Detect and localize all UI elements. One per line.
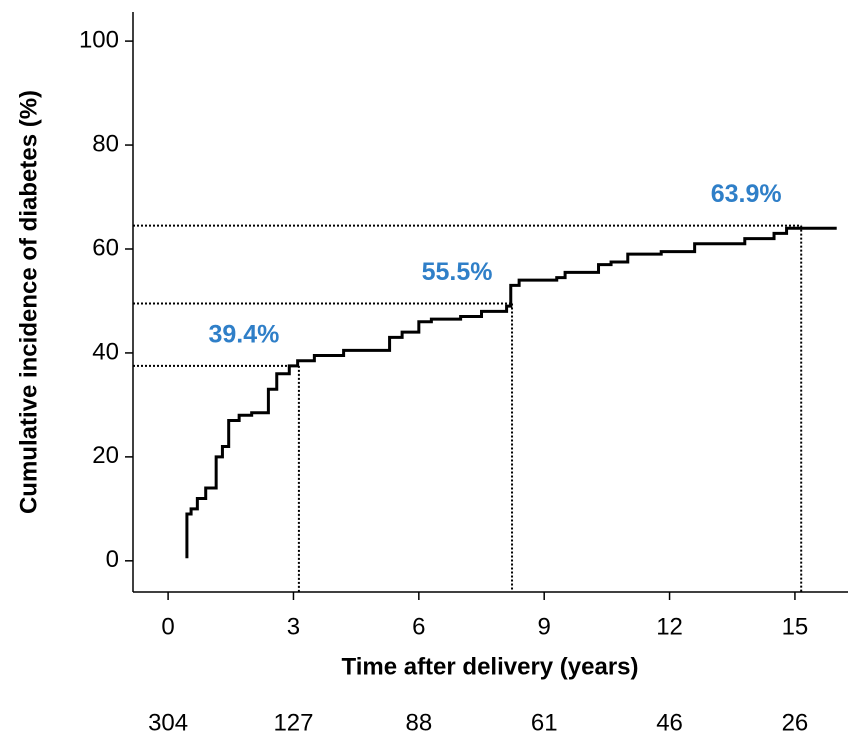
at-risk-count: 304 — [148, 709, 188, 736]
at-risk-count: 46 — [656, 709, 683, 736]
y-tick-label: 20 — [92, 442, 119, 469]
x-tick-label: 6 — [412, 613, 425, 640]
y-axis-title: Cumulative incidence of diabetes (%) — [15, 90, 42, 514]
at-risk-count: 127 — [273, 709, 313, 736]
y-tick-label: 40 — [92, 338, 119, 365]
annotation: 39.4% — [208, 321, 279, 349]
annotation: 63.9% — [711, 180, 782, 208]
x-tick-label: 3 — [287, 613, 300, 640]
annotation: 55.5% — [422, 258, 493, 286]
x-tick-label: 0 — [161, 613, 174, 640]
y-tick-label: 100 — [79, 26, 119, 53]
x-tick-label: 12 — [656, 613, 683, 640]
x-tick-label: 15 — [782, 613, 809, 640]
y-tick-label: 80 — [92, 130, 119, 157]
x-axis-title: Time after delivery (years) — [341, 653, 638, 680]
curve — [185, 226, 837, 559]
y-tick-label: 0 — [106, 546, 119, 573]
at-risk-count: 61 — [531, 709, 558, 736]
at-risk-count: 26 — [782, 709, 809, 736]
at-risk-count: 88 — [405, 709, 432, 736]
y-tick-label: 60 — [92, 234, 119, 261]
x-tick-label: 9 — [538, 613, 551, 640]
